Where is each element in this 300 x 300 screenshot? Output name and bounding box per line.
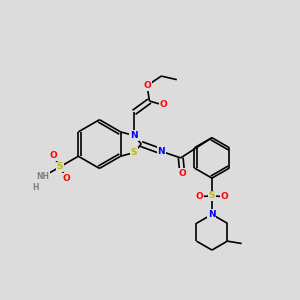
Text: S: S xyxy=(57,162,63,171)
Text: O: O xyxy=(63,174,70,183)
Text: H: H xyxy=(33,183,39,192)
Text: O: O xyxy=(195,192,203,201)
Text: N: N xyxy=(208,210,216,219)
Text: O: O xyxy=(221,192,229,201)
Text: NH: NH xyxy=(37,172,50,181)
Text: S: S xyxy=(209,191,215,200)
Text: O: O xyxy=(49,151,57,160)
Text: O: O xyxy=(178,169,186,178)
Text: N: N xyxy=(158,147,165,156)
Text: S: S xyxy=(131,148,137,157)
Text: O: O xyxy=(143,81,151,90)
Text: N: N xyxy=(130,131,138,140)
Text: O: O xyxy=(160,100,167,109)
